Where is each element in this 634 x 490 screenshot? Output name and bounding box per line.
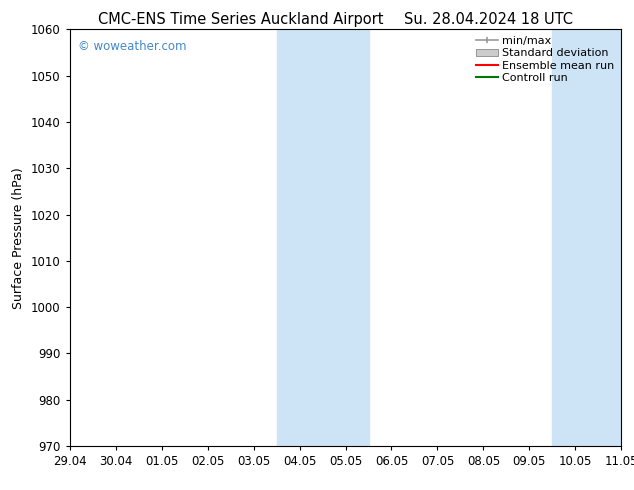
Legend: min/max, Standard deviation, Ensemble mean run, Controll run: min/max, Standard deviation, Ensemble me… [471, 32, 619, 87]
Y-axis label: Surface Pressure (hPa): Surface Pressure (hPa) [13, 167, 25, 309]
Bar [552, 29, 634, 446]
Bar [276, 29, 368, 446]
Text: CMC-ENS Time Series Auckland Airport: CMC-ENS Time Series Auckland Airport [98, 12, 384, 27]
Text: Su. 28.04.2024 18 UTC: Su. 28.04.2024 18 UTC [404, 12, 573, 27]
Text: © woweather.com: © woweather.com [78, 40, 186, 53]
